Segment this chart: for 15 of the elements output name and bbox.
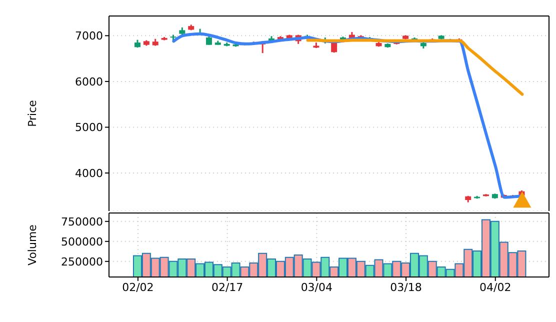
y-tick-label: 500000 — [61, 235, 103, 248]
y-tick-label: 6000 — [75, 75, 103, 88]
x-tick-label: 02/02 — [122, 280, 154, 294]
y-tick-label: 750000 — [61, 215, 103, 228]
x-tick-label: 03/04 — [300, 280, 333, 294]
y-tick-label: 7000 — [75, 30, 103, 43]
y-axis-title: Volume — [26, 224, 39, 266]
x-tick-label: 04/02 — [480, 280, 512, 294]
y-tick-label: 4000 — [75, 166, 103, 180]
x-tick-label: 03/18 — [390, 280, 422, 294]
y-tick-label: 250000 — [61, 255, 103, 268]
line-series — [306, 38, 524, 96]
y-axis-title: Price — [26, 100, 39, 127]
x-tick-label: 02/17 — [211, 280, 244, 294]
y-tick-label: 5000 — [75, 121, 103, 134]
